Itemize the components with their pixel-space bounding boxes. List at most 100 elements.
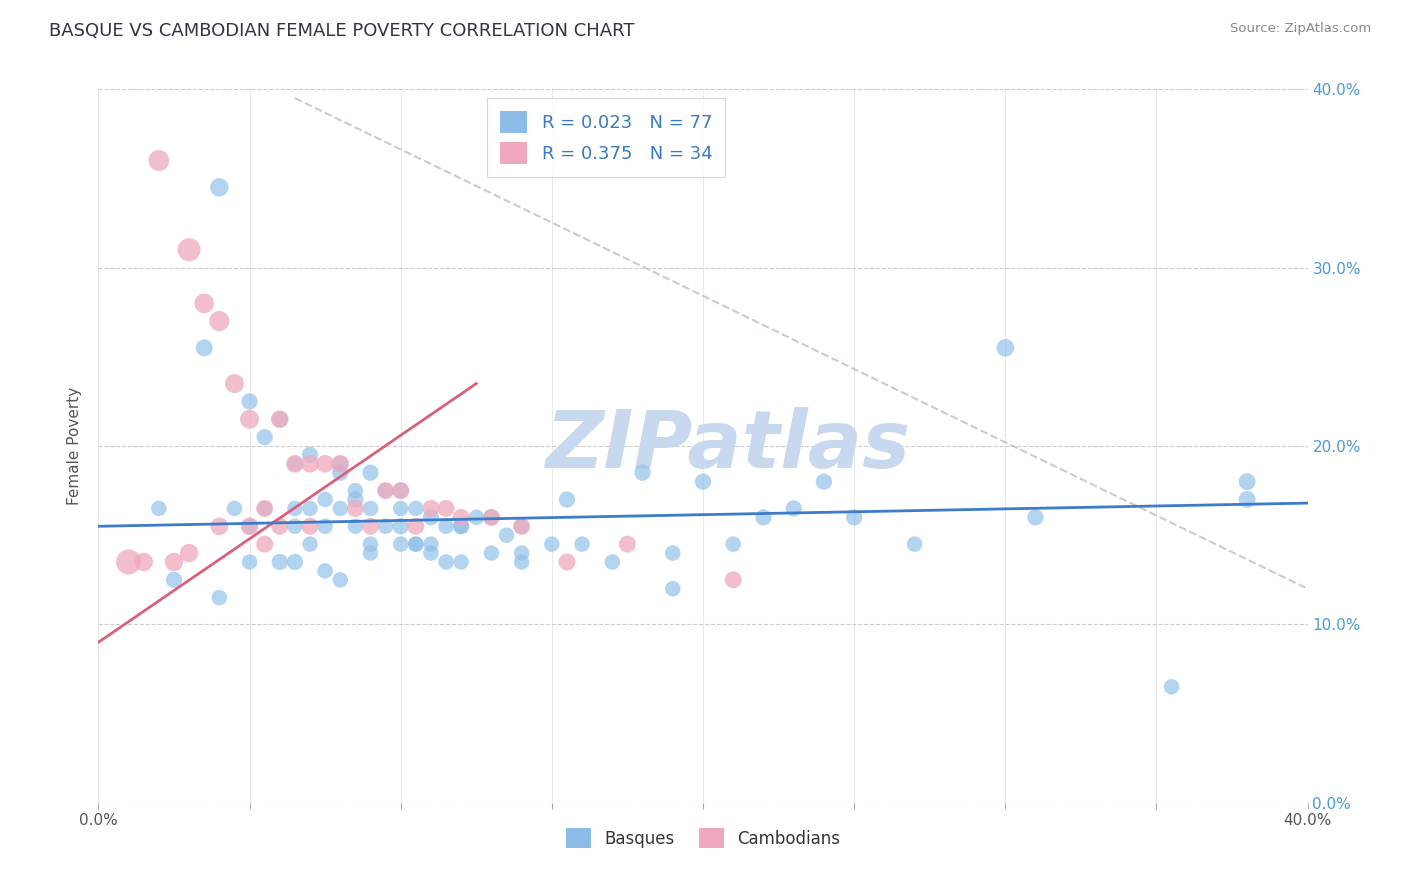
Point xyxy=(284,501,307,516)
Text: ZIPatlas: ZIPatlas xyxy=(544,407,910,485)
Point xyxy=(571,537,593,551)
Point xyxy=(510,519,533,533)
Point xyxy=(148,153,170,168)
Point xyxy=(374,483,396,498)
Point xyxy=(253,430,276,444)
Point xyxy=(510,519,533,533)
Point xyxy=(360,466,382,480)
Point xyxy=(616,537,638,551)
Point xyxy=(239,394,262,409)
Point xyxy=(299,448,322,462)
Point xyxy=(723,573,745,587)
Point xyxy=(360,537,382,551)
Point xyxy=(208,519,231,533)
Point xyxy=(1160,680,1182,694)
Point xyxy=(434,501,457,516)
Point xyxy=(389,483,412,498)
Point xyxy=(314,492,336,507)
Point xyxy=(299,519,322,533)
Point xyxy=(239,555,262,569)
Point xyxy=(284,457,307,471)
Point xyxy=(284,555,307,569)
Point xyxy=(783,501,806,516)
Point xyxy=(420,501,443,516)
Point xyxy=(329,501,352,516)
Point xyxy=(179,243,201,257)
Point xyxy=(299,457,322,471)
Point xyxy=(1236,492,1258,507)
Point xyxy=(465,510,488,524)
Point xyxy=(434,519,457,533)
Point xyxy=(344,492,367,507)
Point xyxy=(405,501,427,516)
Point xyxy=(389,537,412,551)
Point xyxy=(813,475,835,489)
Point xyxy=(374,519,396,533)
Point xyxy=(239,519,262,533)
Point xyxy=(844,510,866,524)
Point xyxy=(208,314,231,328)
Point xyxy=(904,537,927,551)
Point xyxy=(555,492,578,507)
Point xyxy=(420,537,443,551)
Point xyxy=(481,510,503,524)
Point xyxy=(208,180,231,194)
Point xyxy=(132,555,155,569)
Point xyxy=(344,483,367,498)
Point xyxy=(450,510,472,524)
Point xyxy=(224,376,246,391)
Point xyxy=(284,519,307,533)
Point xyxy=(179,546,201,560)
Point xyxy=(510,555,533,569)
Point xyxy=(510,546,533,560)
Point xyxy=(481,546,503,560)
Point xyxy=(692,475,714,489)
Point xyxy=(224,501,246,516)
Point xyxy=(631,466,654,480)
Point xyxy=(360,519,382,533)
Point xyxy=(994,341,1017,355)
Point xyxy=(360,501,382,516)
Point xyxy=(1236,475,1258,489)
Legend: Basques, Cambodians: Basques, Cambodians xyxy=(558,822,848,855)
Point xyxy=(253,501,276,516)
Point xyxy=(344,501,367,516)
Point xyxy=(752,510,775,524)
Point xyxy=(269,555,291,569)
Point xyxy=(269,519,291,533)
Point xyxy=(389,519,412,533)
Point xyxy=(450,519,472,533)
Point xyxy=(329,457,352,471)
Point xyxy=(661,546,683,560)
Point xyxy=(540,537,562,551)
Point xyxy=(163,555,186,569)
Y-axis label: Female Poverty: Female Poverty xyxy=(67,387,83,505)
Point xyxy=(481,510,503,524)
Point xyxy=(193,296,215,310)
Point xyxy=(405,537,427,551)
Point xyxy=(602,555,624,569)
Point xyxy=(253,501,276,516)
Point xyxy=(405,537,427,551)
Point xyxy=(193,341,215,355)
Point xyxy=(329,457,352,471)
Point xyxy=(269,412,291,426)
Point xyxy=(405,519,427,533)
Point xyxy=(420,546,443,560)
Point xyxy=(360,546,382,560)
Point xyxy=(450,519,472,533)
Point xyxy=(495,528,517,542)
Point xyxy=(118,555,141,569)
Point xyxy=(420,510,443,524)
Point xyxy=(1024,510,1046,524)
Point xyxy=(661,582,683,596)
Point xyxy=(314,519,336,533)
Point xyxy=(299,501,322,516)
Point xyxy=(163,573,186,587)
Point xyxy=(434,555,457,569)
Point xyxy=(284,457,307,471)
Point xyxy=(269,412,291,426)
Point xyxy=(208,591,231,605)
Point xyxy=(374,483,396,498)
Point xyxy=(344,519,367,533)
